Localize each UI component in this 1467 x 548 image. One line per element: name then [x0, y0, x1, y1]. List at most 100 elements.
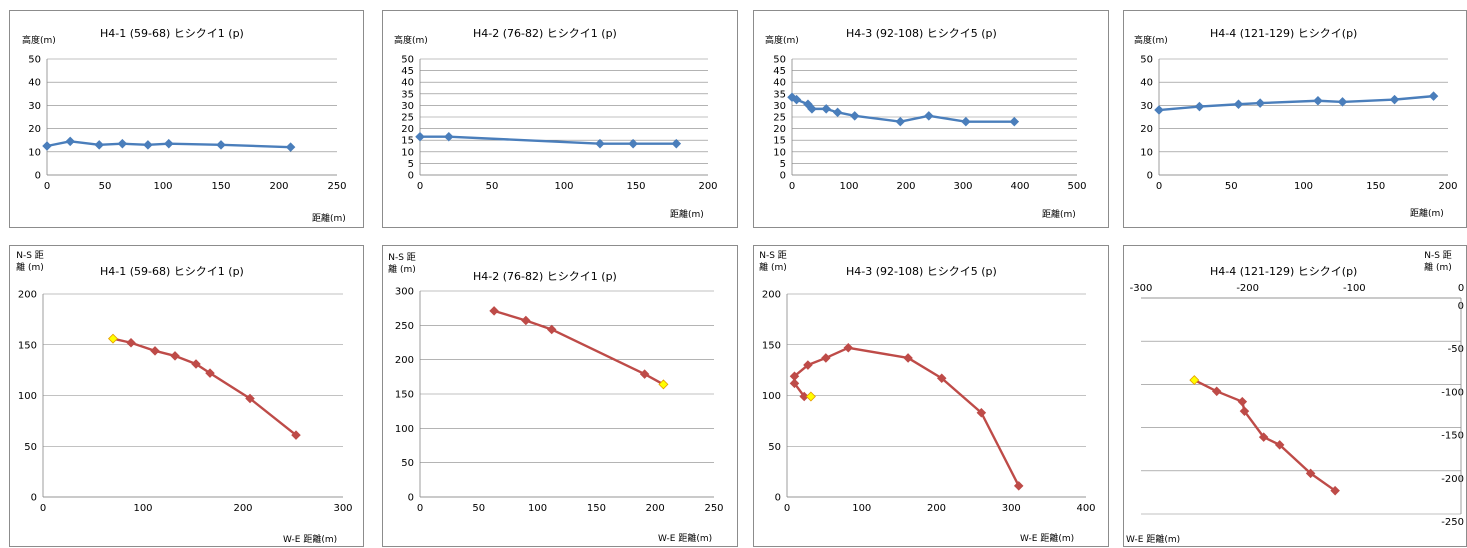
x-tick-label: 0	[1458, 283, 1464, 294]
x-tick-label: 100	[554, 181, 573, 192]
x-tick-label: -100	[1343, 283, 1366, 294]
data-point	[799, 391, 809, 402]
x-axis-label: 距離(m)	[1410, 209, 1444, 219]
y-tick-label: 40	[773, 78, 786, 89]
x-axis-label: 距離(m)	[1042, 210, 1076, 220]
y-tick-label: 0	[408, 171, 414, 182]
data-point	[924, 111, 934, 121]
chart-title: H4-2 (76-82) ヒシクイ1 (p)	[473, 270, 617, 283]
x-tick-label: 150	[587, 503, 606, 514]
data-point	[1305, 468, 1316, 479]
y-tick-label: 0	[35, 171, 41, 182]
data-point	[1330, 485, 1340, 496]
start-point	[805, 391, 816, 402]
x-tick-label: 150	[211, 181, 230, 192]
plot-area: 0 50 100 150 200 250 300 0 50 100 150 200 250	[395, 287, 724, 515]
y-tick-label: 20	[401, 124, 414, 135]
data-point	[291, 430, 301, 440]
data-point	[164, 138, 174, 149]
x-tick-label: 50	[472, 503, 485, 514]
data-point	[671, 138, 682, 149]
chart-title: H4-3 (92-108) ヒシクイ5 (p)	[846, 27, 997, 40]
y-tick-label: 10	[1140, 147, 1153, 158]
data-point	[821, 104, 831, 114]
x-tick-label: 250	[327, 181, 346, 192]
y-tick-label: 25	[773, 113, 786, 124]
x-tick-label: 100	[839, 181, 858, 192]
x-tick-label: 100	[852, 503, 871, 514]
y-axis-label: 高度(m)	[394, 36, 428, 46]
y-tick-label: 35	[401, 89, 414, 100]
x-tick-label: 0	[1156, 181, 1162, 192]
data-point	[143, 140, 153, 150]
x-tick-label: 200	[927, 503, 946, 514]
data-point	[1428, 91, 1439, 101]
y-tick-label: -50	[1448, 344, 1464, 355]
y-tick-label: 250	[395, 321, 414, 332]
x-tick-label: 200	[1438, 181, 1457, 192]
x-tick-label: 300	[1002, 503, 1021, 514]
y-axis-label: N-S 距離 (m)	[16, 251, 44, 273]
data-point	[803, 360, 813, 370]
y-tick-label: 35	[773, 89, 786, 100]
data-point	[191, 359, 201, 369]
y-tick-label: 200	[18, 290, 37, 301]
data-point	[628, 138, 638, 149]
y-tick-label: 150	[395, 390, 414, 401]
x-tick-label: 200	[698, 181, 717, 192]
data-point	[961, 116, 971, 127]
x-tick-label: 150	[1366, 181, 1385, 192]
y-tick-label: 0	[1147, 171, 1153, 182]
x-axis-label: W-E 距離(m)	[1020, 534, 1075, 544]
x-axis-label: W-E 距離(m)	[283, 535, 338, 545]
x-tick-label: 50	[486, 181, 499, 192]
data-point	[65, 136, 75, 147]
x-tick-label: 100	[153, 181, 172, 192]
y-tick-label: 10	[401, 147, 414, 158]
data-point	[444, 131, 454, 142]
series-line	[1193, 379, 1336, 492]
data-point	[791, 94, 802, 105]
data-point	[1154, 105, 1164, 115]
track-chart-h4-1: H4-1 (59-68) ヒシクイ1 (p) N-S 距離 (m) W-E 距離…	[9, 245, 364, 547]
x-tick-label: 200	[896, 181, 915, 192]
x-tick-label: -300	[1130, 283, 1153, 294]
data-point	[489, 306, 499, 316]
y-tick-label: 30	[773, 101, 786, 112]
data-point	[849, 111, 860, 121]
altitude-chart-h4-3: H4-3 (92-108) ヒシクイ5 (p) 高度(m) 距離(m) 0 5 10…	[753, 10, 1109, 228]
y-tick-label: 150	[18, 340, 37, 351]
start-point	[1189, 375, 1200, 386]
data-point	[639, 369, 650, 379]
x-axis-label: W-E 距離(m)	[1126, 535, 1181, 545]
y-tick-label: 200	[762, 290, 781, 301]
y-tick-label: 10	[28, 147, 41, 158]
start-point	[658, 379, 669, 390]
data-point	[216, 140, 226, 150]
data-point	[415, 131, 425, 142]
y-tick-label: 25	[401, 113, 414, 124]
data-point	[1233, 99, 1244, 110]
y-axis-label: 高度(m)	[22, 36, 56, 46]
y-tick-label: 100	[395, 424, 414, 435]
data-point	[94, 140, 104, 150]
y-tick-label: 50	[401, 55, 414, 66]
y-tick-label: 50	[768, 442, 781, 453]
series-line	[1158, 94, 1434, 112]
data-point	[546, 324, 557, 335]
track-chart-h4-3: H4-3 (92-108) ヒシクイ5 (p) N-S 距離 (m) W-E 距…	[753, 245, 1109, 547]
data-point	[521, 315, 531, 326]
y-tick-label: 150	[762, 340, 781, 351]
y-axis-label: 高度(m)	[765, 36, 799, 46]
y-tick-label: 5	[780, 159, 786, 170]
data-point	[843, 343, 854, 353]
y-tick-label: 40	[28, 78, 41, 89]
y-tick-label: 50	[1140, 55, 1153, 66]
data-point	[976, 407, 987, 418]
altitude-chart-h4-2: H4-2 (76-82) ヒシクイ1 (p) 高度(m) 距離(m) 0 5 10 1…	[382, 10, 738, 228]
y-tick-label: 5	[408, 159, 414, 170]
data-point	[1194, 101, 1205, 112]
x-tick-label: 400	[1076, 503, 1095, 514]
x-tick-label: 300	[333, 503, 352, 514]
y-tick-label: 100	[18, 391, 37, 402]
